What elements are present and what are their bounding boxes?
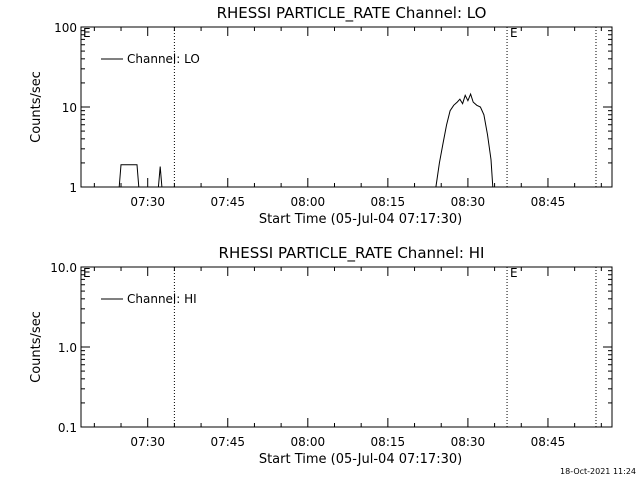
series-line-1-segment-1 [118,164,163,188]
x-axis-label: Start Time (05-Jul-04 07:17:30) [259,452,462,467]
y-tick-label: 0.1 [58,421,77,435]
y-tick-label: 10 [62,101,77,115]
y-axis-label: Counts/sec [29,311,44,383]
legend-entry: Channel: HI [127,292,197,306]
x-tick-label: 08:00 [291,195,326,209]
x-tick-label: 08:30 [451,435,486,449]
y-tick-label: 1 [69,181,77,195]
x-axis-label: Start Time (05-Jul-04 07:17:30) [259,212,462,227]
y-tick-label: 1.0 [58,341,77,355]
y-tick-label: 10.0 [50,261,77,275]
x-tick-label: 08:30 [451,195,486,209]
x-tick-label: 07:45 [210,195,245,209]
series-line-1-segment-2 [435,92,494,188]
event-marker-label: E [510,266,518,280]
x-tick-label: 07:30 [130,195,165,209]
x-tick-label: 07:30 [130,435,165,449]
timestamp-footer: 18-Oct-2021 11:24 [560,467,636,476]
chart-title: RHESSI PARTICLE_RATE Channel: LO [217,4,487,23]
x-tick-label: 08:15 [371,195,406,209]
x-tick-label: 08:45 [531,435,566,449]
chart-panel-1: RHESSI PARTICLE_RATE Channel: LO 1 10 100 07… [29,4,613,227]
chart-panel-2: RHESSI PARTICLE_RATE Channel: HI 0.1 1.0 10… [29,244,613,467]
x-tick-label: 07:45 [210,435,245,449]
y-axis-label: Counts/sec [29,71,44,143]
start-marker-label: E [83,26,91,40]
x-tick-label: 08:15 [371,435,406,449]
plot-frame [80,26,613,188]
start-marker-label: E [83,266,91,280]
y-tick-label: 100 [54,21,77,35]
legend-entry: Channel: LO [127,52,200,66]
chart-title: RHESSI PARTICLE_RATE Channel: HI [219,244,485,263]
x-tick-label: 08:00 [291,435,326,449]
event-marker-label: E [510,26,518,40]
plot-frame [80,266,613,428]
x-tick-label: 08:45 [531,195,566,209]
